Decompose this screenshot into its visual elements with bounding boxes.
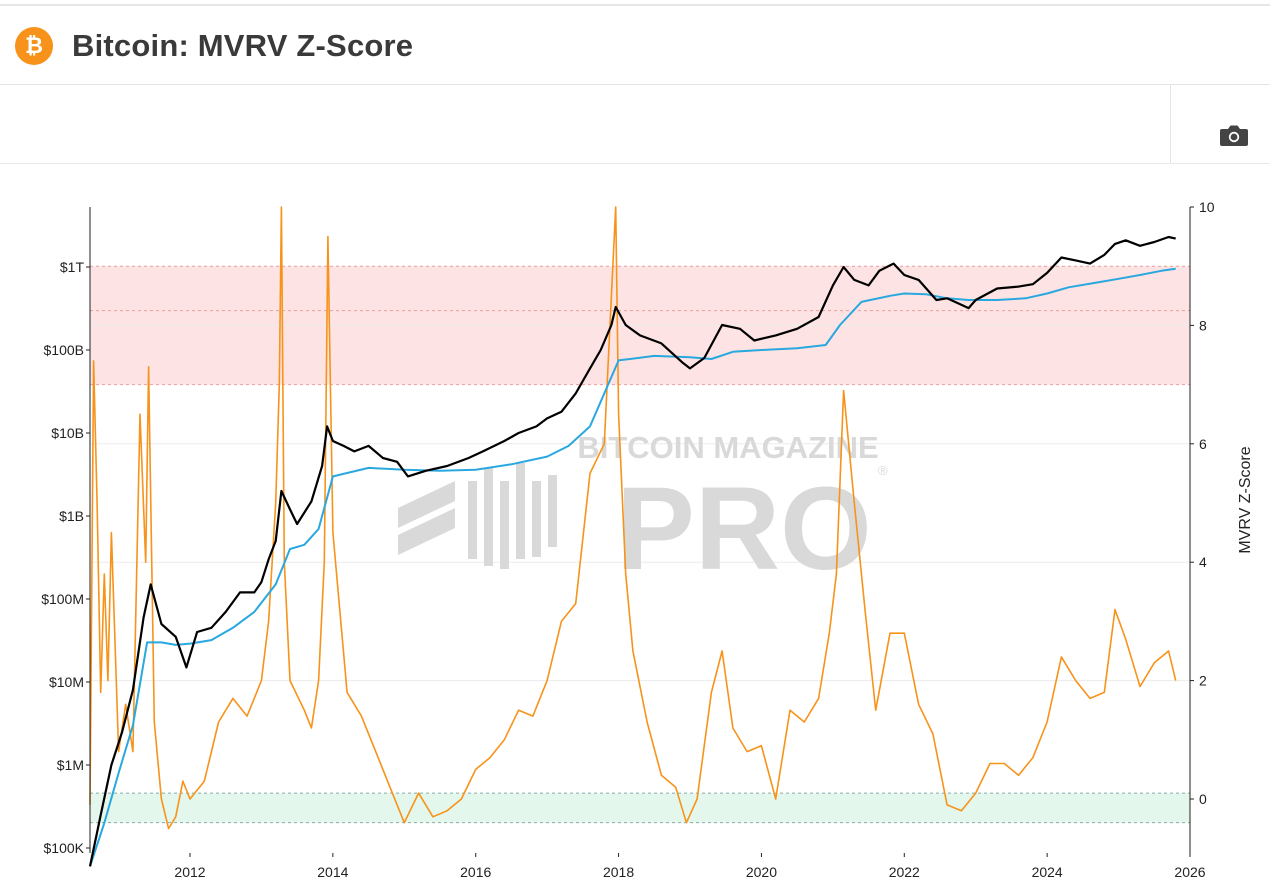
top-rule	[0, 4, 1270, 6]
y-left-tick-label: $1M	[57, 757, 84, 773]
y-right-tick-label: 4	[1199, 554, 1207, 570]
watermark-line2: PRO	[616, 463, 872, 595]
y-right-tick-label: 10	[1199, 199, 1215, 215]
y-left-tick-label: $10M	[49, 674, 84, 690]
undervalued-zone	[90, 793, 1190, 823]
watermark: BITCOIN MAGAZINE PRO ®	[398, 430, 888, 595]
y-right-tick-label: 0	[1199, 791, 1207, 807]
page-title: Bitcoin: MVRV Z-Score	[72, 28, 414, 63]
y-right-tick-label: 2	[1199, 673, 1207, 689]
mvrv-chart: BITCOIN MAGAZINE PRO ® $100K $1M $10M $100M…	[41, 199, 1254, 880]
y-left-tick-label: $100K	[44, 840, 85, 856]
mvrv-z-score-line	[89, 206, 1177, 830]
axes: $100K $1M $10M $100M $1B $10B $100B $1T 0 2 4 6 8 10 M…	[41, 199, 1254, 880]
watermark-mark: ®	[878, 463, 888, 478]
market-cap-line	[88, 235, 1176, 867]
y-right-tick-label: 8	[1199, 317, 1207, 333]
x-tick-label: 2024	[1032, 864, 1063, 880]
watermark-logo-icon	[398, 463, 557, 569]
y-left-tick-label: $100M	[41, 591, 84, 607]
y-left-tick-label: $100B	[44, 342, 84, 358]
x-tick-label: 2018	[603, 864, 634, 880]
x-tick-label: 2020	[746, 864, 777, 880]
gridlines	[90, 324, 1190, 682]
y-left-tick-label: $10B	[51, 425, 84, 441]
x-tick-label: 2016	[460, 864, 491, 880]
y-left-tick-label: $1T	[60, 259, 85, 275]
x-tick-label: 2012	[174, 864, 205, 880]
toolbar-divider	[1170, 85, 1171, 163]
chart-toolbar	[0, 85, 1270, 164]
y-left-tick-label: $1B	[59, 508, 84, 524]
chart-area: BITCOIN MAGAZINE PRO ® $100K $1M $10M $100M…	[0, 163, 1270, 885]
watermark-line1: BITCOIN MAGAZINE	[577, 430, 878, 465]
download-image-button[interactable]	[1218, 121, 1250, 149]
bitcoin-icon-glyph: ₿	[25, 34, 43, 59]
bitcoin-icon: ₿	[15, 27, 53, 65]
x-tick-label: 2022	[889, 864, 920, 880]
y-right-axis-title: MVRV Z-Score	[1237, 446, 1254, 553]
series-lines	[88, 206, 1177, 867]
camera-icon	[1220, 125, 1248, 146]
y-right-tick-label: 6	[1199, 436, 1207, 452]
page-header: ₿ Bitcoin: MVRV Z-Score	[0, 8, 1270, 85]
realized-cap-line	[89, 267, 1176, 867]
x-tick-label: 2014	[317, 864, 348, 880]
x-tick-label: 2026	[1174, 864, 1205, 880]
